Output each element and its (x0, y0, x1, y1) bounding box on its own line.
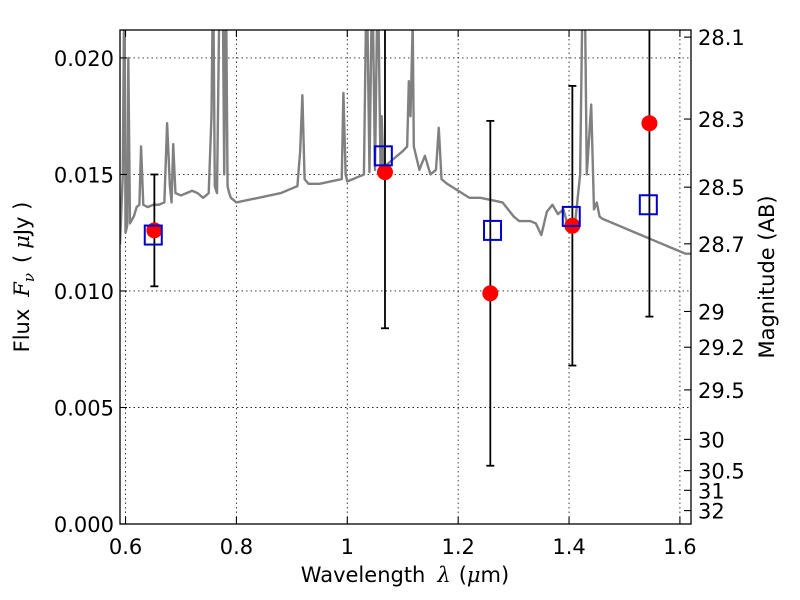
y2-axis-label: Magnitude (AB) (755, 195, 779, 358)
y2-tick-label: 28.5 (698, 176, 745, 200)
x-tick-label: 0.8 (220, 535, 253, 559)
plot-area (120, 30, 691, 467)
y2-tick-label: 29.2 (698, 336, 745, 360)
y2-tick-label: 31 (698, 479, 725, 503)
model-photometry-point (561, 205, 581, 227)
model-photometry-points (143, 145, 658, 246)
x-tick-label: 1.6 (663, 535, 696, 559)
y2-tick-label: 32 (698, 500, 725, 524)
axis-ticks (120, 30, 691, 525)
y-tick-label: 0.010 (54, 280, 114, 304)
y2-tick-label: 29 (698, 300, 725, 324)
model-photometry-point (483, 219, 503, 241)
y2-tick-label: 30.5 (698, 460, 745, 484)
y-tick-label: 0.000 (54, 513, 114, 537)
model-photometry-point (638, 194, 658, 216)
x-tick-labels: 0.6 0.8 1 1.2 1.4 1.6 (109, 535, 697, 559)
x-tick-label: 0.6 (109, 535, 142, 559)
observed-point (482, 285, 499, 302)
y2-tick-label: 29.5 (698, 379, 745, 403)
y-tick-label: 0.005 (54, 396, 114, 420)
x-axis-label: Wavelength λ (μm) (301, 563, 509, 587)
y-tick-labels: 0.000 0.005 0.010 0.015 0.020 (54, 47, 114, 537)
x-tick-label: 1 (341, 535, 354, 559)
y2-tick-label: 28.1 (698, 26, 745, 50)
y2-tick-label: 30 (698, 428, 725, 452)
observed-point (376, 164, 393, 181)
model-photometry-point (373, 145, 393, 167)
x-tick-label: 1.4 (552, 535, 585, 559)
observed-point (641, 115, 658, 132)
plot-frame (119, 29, 692, 525)
y-tick-label: 0.015 (54, 163, 114, 187)
y2-tick-label: 28.7 (698, 233, 745, 257)
y-tick-label: 0.020 (54, 47, 114, 71)
model-photometry-point (143, 224, 163, 246)
y-axis-label: FluxFν(μJy ) (10, 202, 38, 353)
x-tick-label: 1.2 (441, 535, 474, 559)
y2-tick-label: 28.3 (698, 108, 745, 132)
